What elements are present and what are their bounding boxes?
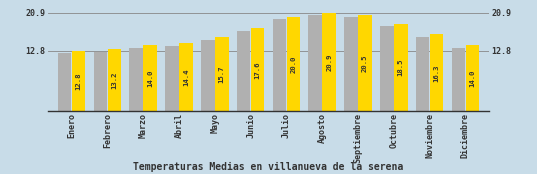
Bar <box>344 17 358 111</box>
Bar <box>237 31 250 111</box>
Bar <box>430 34 444 111</box>
Bar <box>165 46 179 111</box>
Text: 12.8: 12.8 <box>76 72 82 90</box>
Bar <box>215 37 229 111</box>
Bar <box>287 17 300 111</box>
Bar <box>358 15 372 111</box>
Text: 18.5: 18.5 <box>398 59 404 77</box>
Bar <box>466 45 479 111</box>
Bar <box>251 28 264 111</box>
Text: 20.9: 20.9 <box>326 53 332 71</box>
Bar <box>93 52 107 111</box>
Text: Temperaturas Medias en villanueva de la serena: Temperaturas Medias en villanueva de la … <box>133 162 404 172</box>
Bar <box>72 51 85 111</box>
Bar <box>201 40 215 111</box>
Bar <box>58 53 71 111</box>
Bar <box>107 49 121 111</box>
Bar <box>143 45 157 111</box>
Bar <box>394 24 408 111</box>
Text: 14.4: 14.4 <box>183 69 189 86</box>
Text: 17.6: 17.6 <box>255 61 260 79</box>
Text: 14.0: 14.0 <box>469 70 475 87</box>
Bar <box>179 44 193 111</box>
Bar <box>308 15 322 111</box>
Bar <box>416 37 430 111</box>
Text: 14.0: 14.0 <box>147 70 153 87</box>
Text: 20.5: 20.5 <box>362 54 368 72</box>
Bar <box>273 19 286 111</box>
Bar <box>380 26 394 111</box>
Text: 15.7: 15.7 <box>219 66 225 83</box>
Bar <box>129 48 143 111</box>
Text: 20.0: 20.0 <box>291 56 296 73</box>
Text: 16.3: 16.3 <box>433 64 440 82</box>
Text: 13.2: 13.2 <box>111 72 118 89</box>
Bar <box>452 48 465 111</box>
Bar <box>322 13 336 111</box>
